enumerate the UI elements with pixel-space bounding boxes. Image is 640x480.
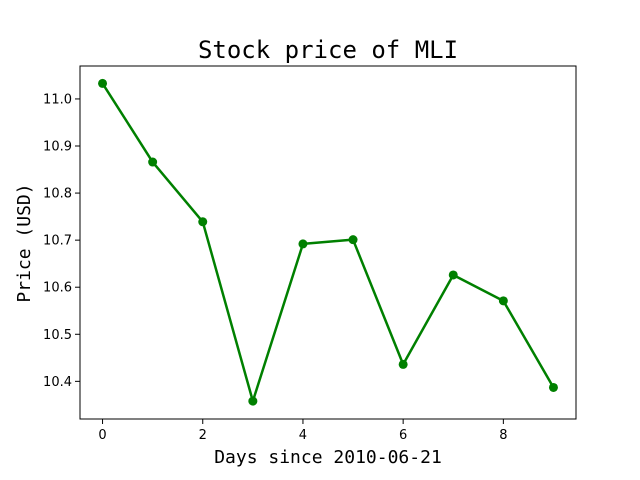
y-axis-label: Price (USD) [14, 183, 35, 302]
data-point [198, 217, 208, 227]
y-tick-label: 10.4 [43, 375, 72, 390]
x-tick-label: 0 [98, 428, 106, 443]
data-point [548, 382, 558, 392]
data-point [98, 78, 108, 88]
data-point [498, 296, 508, 306]
x-axis-label: Days since 2010-06-21 [214, 447, 442, 468]
x-tick-label: 6 [399, 428, 407, 443]
data-point [398, 359, 408, 369]
chart-title: Stock price of MLI [198, 36, 458, 64]
series-line [101, 82, 555, 403]
x-tick-label: 8 [499, 428, 507, 443]
y-tick-label: 10.8 [43, 187, 72, 202]
data-point [298, 239, 308, 249]
data-point [448, 270, 458, 280]
y-tick-label: 10.7 [43, 234, 72, 249]
data-point [148, 157, 158, 167]
x-tick-label: 2 [199, 428, 207, 443]
plot-frame [79, 65, 577, 420]
y-tick-label: 10.9 [43, 140, 72, 155]
y-tick-label: 11.0 [43, 92, 72, 107]
y-tick-label: 10.6 [43, 281, 72, 296]
plot-area: 0 2 4 6 8 10.4 10.5 10.6 10.7 10.8 10.9 11.0 [43, 65, 577, 443]
data-point [248, 396, 258, 406]
x-tick-label: 4 [299, 428, 307, 443]
data-point [348, 235, 358, 245]
y-tick-label: 10.5 [43, 328, 72, 343]
